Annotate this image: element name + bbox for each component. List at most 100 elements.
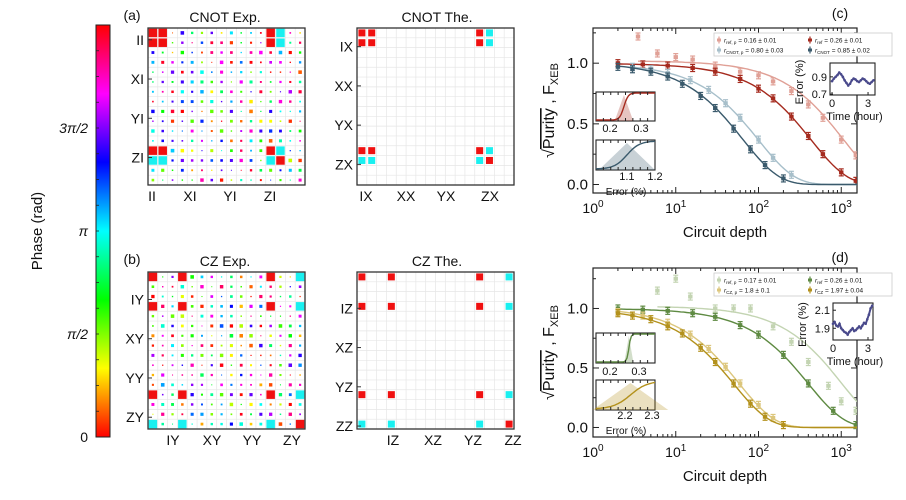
- error-point: [863, 78, 866, 81]
- matrix-element: [180, 109, 184, 114]
- matrix-element: [200, 344, 204, 347]
- matrix-element: [239, 363, 243, 367]
- marker: [831, 408, 836, 413]
- matrix-element: [298, 51, 302, 54]
- matrix-element: [210, 275, 213, 279]
- data-point-r_CNOT: [780, 174, 786, 183]
- legend-entry: rref = 0.26 ± 0.01: [815, 278, 863, 286]
- matrix-element: [219, 60, 224, 65]
- matrix-element: [180, 353, 184, 357]
- marker: [673, 55, 678, 60]
- data-point-r_CZ,p: [723, 362, 729, 371]
- matrix-element: [211, 384, 213, 386]
- data-point-r_CNOT: [747, 145, 753, 154]
- matrix-element: [358, 29, 366, 37]
- data-point-r_ref,p: [712, 304, 718, 313]
- matrix-element: [276, 146, 285, 155]
- data-point-r_CZ: [648, 315, 654, 324]
- matrix-element: [249, 169, 253, 172]
- legend-value: = 1.97 ± 0.04: [823, 288, 863, 295]
- matrix-element: [289, 286, 291, 288]
- matrix-element: [259, 324, 263, 328]
- matrix-element: [298, 363, 302, 367]
- matrix-element: [239, 295, 243, 298]
- marker: [640, 307, 646, 312]
- matrix-element: [161, 344, 164, 347]
- matrix-element: [200, 314, 204, 318]
- matrix-element: [219, 353, 224, 358]
- matrix-element: [151, 109, 155, 114]
- marker: [806, 360, 811, 365]
- y-tick-label: 1.0: [567, 300, 588, 317]
- matrix-element: [289, 150, 291, 152]
- matrix-element: [476, 39, 484, 47]
- matrix-row-label: XX: [334, 78, 353, 94]
- data-point-r_ref: [737, 74, 743, 84]
- matrix-element: [358, 156, 366, 164]
- matrix-element: [178, 390, 187, 399]
- matrix-element: [210, 149, 214, 153]
- matrix-element: [250, 364, 253, 367]
- matrix-element: [250, 276, 252, 278]
- matrix-element: [180, 100, 184, 104]
- matrix-element: [171, 305, 174, 308]
- matrix-element: [210, 159, 214, 162]
- matrix-element: [220, 295, 223, 298]
- matrix-col-label: XI: [183, 188, 196, 204]
- matrix-element: [190, 393, 194, 397]
- matrix-element: [161, 315, 164, 317]
- marker: [655, 51, 660, 56]
- matrix-element: [181, 413, 184, 416]
- error-point: [838, 322, 841, 326]
- matrix-element: [171, 334, 174, 338]
- marker: [713, 360, 718, 365]
- matrix-element: [210, 393, 214, 397]
- tick-base: 10: [831, 444, 847, 460]
- matrix-element: [259, 129, 263, 133]
- matrix-element: [240, 285, 242, 288]
- matrix-element: [239, 61, 243, 64]
- error-point: [848, 82, 852, 86]
- inset-tick-label: 0: [830, 343, 836, 355]
- distribution-shade: [592, 383, 669, 410]
- matrix-element: [220, 403, 223, 406]
- matrix-element: [279, 120, 282, 123]
- marker: [698, 93, 703, 98]
- y-label-part: Purity: [541, 350, 558, 391]
- matrix-element: [289, 305, 292, 308]
- matrix-element: [299, 413, 301, 416]
- matrix-element: [161, 129, 164, 133]
- error-point: [861, 324, 864, 327]
- matrix-element: [229, 304, 233, 308]
- matrix-element: [249, 129, 253, 133]
- matrix-element: [269, 324, 272, 328]
- matrix-element: [220, 110, 223, 113]
- matrix-element: [190, 70, 194, 74]
- error-point: [849, 328, 853, 332]
- legend-subscript: ref: [817, 280, 823, 285]
- matrix-element: [259, 139, 263, 143]
- marker: [698, 345, 703, 350]
- inset-tick-label: 1.9: [815, 323, 830, 335]
- matrix-element: [200, 139, 203, 142]
- error-point: [865, 317, 869, 321]
- data-point-r_ref,p: [820, 113, 826, 122]
- matrix-element: [250, 91, 252, 93]
- matrix-element: [249, 51, 253, 54]
- marker: [713, 306, 718, 311]
- panel-label: (b): [123, 251, 140, 267]
- matrix-element: [230, 149, 233, 153]
- matrix-col-label: YI: [223, 188, 236, 204]
- matrix-element: [200, 393, 203, 396]
- matrix-element: [279, 169, 282, 172]
- matrix-element: [171, 51, 174, 54]
- matrix-element: [288, 402, 292, 407]
- legend-entry: rref, p = 0.17 ± 0.01: [724, 278, 777, 286]
- legend-marker: [717, 38, 721, 42]
- matrix-element: [161, 304, 165, 308]
- matrix-element: [240, 169, 242, 171]
- matrix-element: [276, 156, 285, 165]
- matrix-element: [161, 168, 165, 172]
- error-point: [837, 71, 841, 74]
- matrix-element: [201, 325, 203, 327]
